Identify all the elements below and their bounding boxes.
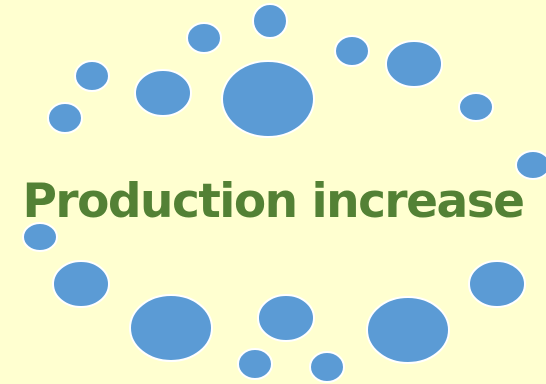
bubble-3 xyxy=(334,35,370,67)
bubble-11 xyxy=(22,222,58,252)
bubble-14 xyxy=(129,294,213,362)
bubble-12 xyxy=(52,260,110,308)
bubble-4 xyxy=(74,60,110,92)
bubble-6 xyxy=(221,60,315,138)
bubble-8 xyxy=(458,92,494,122)
bubble-15 xyxy=(257,294,315,342)
bubble-1 xyxy=(252,3,288,39)
bubble-7 xyxy=(385,40,443,88)
bubble-2 xyxy=(186,22,222,54)
bubble-9 xyxy=(47,102,83,134)
bubble-10 xyxy=(515,150,546,180)
bubble-18 xyxy=(309,351,345,383)
diagram-title: Production increase xyxy=(22,174,525,229)
bubble-17 xyxy=(237,348,273,380)
bubble-5 xyxy=(134,69,192,117)
bubble-13 xyxy=(468,260,526,308)
bubble-16 xyxy=(366,296,450,364)
